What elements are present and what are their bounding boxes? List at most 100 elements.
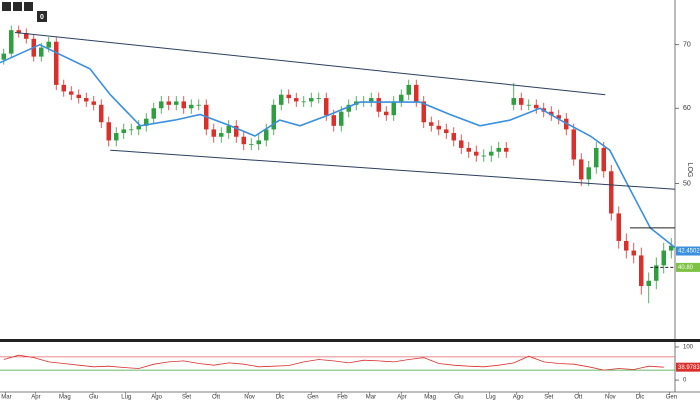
x-tick-label: Feb (337, 395, 348, 400)
candle-body (391, 101, 396, 116)
candle-body (511, 98, 516, 105)
osc-y-tick-label: 0 (683, 378, 687, 384)
candle-body (474, 151, 479, 156)
x-tick-label: Mag (424, 395, 436, 400)
tool-icon[interactable] (24, 2, 33, 11)
x-tick-label: Ott (574, 395, 582, 400)
x-tick-label: Set (544, 395, 553, 400)
candle-body (256, 140, 261, 145)
price-tag (676, 262, 700, 272)
candle-body (76, 94, 81, 99)
candle-body (414, 84, 419, 102)
candle-body (166, 101, 171, 105)
candle-body (661, 250, 666, 266)
candle-body (571, 129, 576, 160)
candle-body (601, 147, 606, 172)
candle-body (436, 125, 441, 130)
tool-icon[interactable] (2, 2, 11, 11)
candle-body (54, 41, 59, 85)
candle-body (144, 118, 149, 126)
candle-body (174, 101, 179, 105)
candle-body (294, 98, 299, 102)
panel-divider (0, 339, 700, 342)
candle-body (99, 104, 104, 123)
candle-body (616, 213, 621, 241)
candle-body (61, 84, 66, 92)
candle-body (639, 255, 644, 287)
candle-body (91, 101, 96, 105)
x-tick-label: Lug (121, 395, 131, 400)
candle-body (159, 101, 164, 109)
candle-body (534, 104, 539, 109)
x-tick-label: Apr (31, 395, 40, 400)
candle-body (451, 133, 456, 141)
candle-body (406, 84, 411, 95)
candle-body (549, 111, 554, 116)
candle-body (376, 98, 381, 112)
candle-body (526, 104, 531, 106)
candle-body (241, 136, 246, 145)
badge: 0 (40, 14, 44, 21)
candle-body (444, 129, 449, 134)
x-tick-label: Gen (666, 395, 677, 400)
candle-body (286, 94, 291, 99)
price-tag-label: 40.80 (678, 265, 694, 271)
candle-body (429, 122, 434, 126)
candle-body (556, 115, 561, 119)
x-tick-label: Nov (244, 395, 255, 400)
price-tag (676, 246, 700, 256)
osc-y-tick-label: 100 (683, 345, 694, 351)
candle-body (421, 101, 426, 123)
candle-body (1, 53, 6, 60)
candle-body (84, 98, 89, 102)
x-tick-label: Dic (636, 395, 645, 400)
x-tick-label: Mar (366, 395, 376, 400)
osc-tag-label: 38.9783 (678, 365, 700, 371)
oscillator-line (3, 354, 664, 371)
x-tick-label: Ago (151, 395, 162, 400)
candle-body (331, 115, 336, 126)
candle-body (481, 155, 486, 157)
candle-body (459, 140, 464, 148)
candle-body (69, 91, 74, 95)
candle-body (646, 280, 651, 287)
y-tick-label: 70 (683, 41, 691, 48)
candle-body (114, 133, 119, 141)
y-axis-label: LOG (686, 163, 693, 178)
candle-body (249, 144, 254, 145)
candle-body (624, 240, 629, 251)
candle-body (369, 98, 374, 102)
x-tick-label: Lug (486, 395, 496, 400)
candle-body (121, 129, 126, 134)
candle-body (189, 104, 194, 109)
candle-body (136, 125, 141, 130)
candle-body (631, 250, 636, 256)
candle-body (519, 98, 524, 105)
tool-icon[interactable] (13, 2, 22, 11)
x-tick-label: Gen (307, 395, 318, 400)
candle-body (219, 133, 224, 137)
candle-body (39, 47, 44, 57)
candle-body (324, 98, 329, 116)
candle-body (211, 129, 216, 137)
candle-body (579, 159, 584, 180)
candle-body (181, 101, 186, 109)
trend-line (110, 149, 676, 190)
osc-tag (676, 362, 700, 372)
candle-body (106, 122, 111, 141)
candle-body (609, 171, 614, 214)
moving-average (0, 43, 676, 249)
candle-body (316, 98, 321, 99)
candle-body (226, 125, 231, 134)
candle-body (129, 129, 134, 131)
candle-body (504, 147, 509, 152)
candle-body (309, 98, 314, 102)
candle-body (196, 104, 201, 106)
candle-body (264, 129, 269, 141)
x-tick-label: Ago (513, 395, 524, 400)
x-tick-label: Dic (276, 395, 285, 400)
x-tick-label: Mar (1, 395, 11, 400)
trend-line (14, 32, 606, 96)
